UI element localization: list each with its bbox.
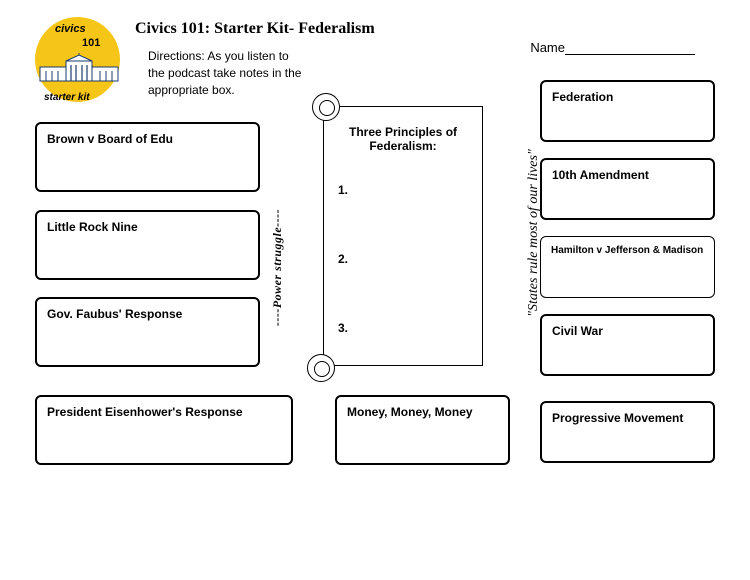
box-10th-amendment[interactable]: 10th Amendment <box>540 158 715 220</box>
box-title: Money, Money, Money <box>347 405 498 419</box>
logo-text-bottom: starter kit <box>44 92 90 103</box>
box-civil-war[interactable]: Civil War <box>540 314 715 376</box>
box-brown-v-board[interactable]: Brown v Board of Edu <box>35 122 260 192</box>
logo-text-top: civics <box>55 23 86 35</box>
scroll-title: Three Principles of Federalism: <box>338 125 468 153</box>
worksheet-title: Civics 101: Starter Kit- Federalism <box>135 20 375 38</box>
name-label: Name <box>530 40 565 55</box>
box-faubus-response[interactable]: Gov. Faubus' Response <box>35 297 260 367</box>
vertical-label-power-struggle: ----Power struggle---- <box>270 209 285 326</box>
scroll-body: Three Principles of Federalism: 1. 2. 3. <box>323 106 483 366</box>
scroll-item-2: 2. <box>338 252 468 266</box>
whitehouse-icon <box>38 53 120 83</box>
box-money[interactable]: Money, Money, Money <box>335 395 510 465</box>
directions-text: Directions: As you listen to the podcast… <box>148 48 308 98</box>
scroll-item-3: 3. <box>338 321 468 335</box>
box-title: Civil War <box>552 324 703 338</box>
box-title: 10th Amendment <box>552 168 703 182</box>
name-field: Name <box>530 40 695 55</box>
scroll-principles[interactable]: Three Principles of Federalism: 1. 2. 3. <box>310 90 495 385</box>
civics-logo: civics 101 starter kit <box>30 15 125 105</box>
box-title: Progressive Movement <box>552 411 703 425</box>
box-title: President Eisenhower's Response <box>47 405 281 419</box>
name-line[interactable] <box>565 54 695 55</box>
scroll-curl-icon <box>312 93 340 121</box>
box-federation[interactable]: Federation <box>540 80 715 142</box>
box-eisenhower-response[interactable]: President Eisenhower's Response <box>35 395 293 465</box>
box-title: Hamilton v Jefferson & Madison <box>551 245 704 256</box>
box-title: Federation <box>552 90 703 104</box>
scroll-item-1: 1. <box>338 183 468 197</box>
vertical-label-states-rule: "States rule most of our lives" <box>526 149 542 317</box>
logo-text-num: 101 <box>82 37 100 49</box>
box-hamilton-jefferson[interactable]: Hamilton v Jefferson & Madison <box>540 236 715 298</box>
box-title: Gov. Faubus' Response <box>47 307 248 321</box>
box-title: Brown v Board of Edu <box>47 132 248 146</box>
box-progressive-movement[interactable]: Progressive Movement <box>540 401 715 463</box>
scroll-curl-icon <box>307 354 335 382</box>
box-little-rock-nine[interactable]: Little Rock Nine <box>35 210 260 280</box>
box-title: Little Rock Nine <box>47 220 248 234</box>
